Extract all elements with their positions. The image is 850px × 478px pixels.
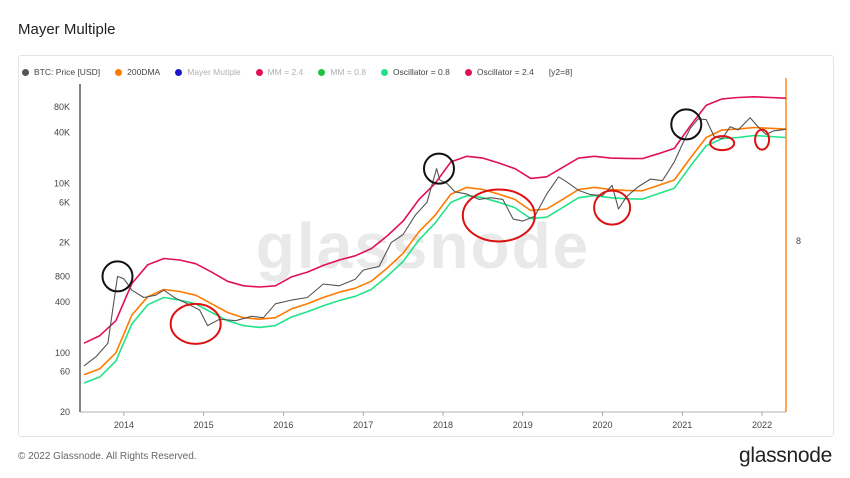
series-line-oscillator-0-8 xyxy=(83,134,787,384)
y-tick-label: 10K xyxy=(54,179,70,189)
y-tick-label: 6K xyxy=(59,197,70,207)
legend-label: 200DMA xyxy=(127,67,161,77)
brand-logo: glassnode xyxy=(738,444,832,467)
x-tick-label: 2022 xyxy=(752,420,772,430)
legend-marker-btc-price xyxy=(22,68,29,76)
x-tick-label: 2020 xyxy=(593,420,613,430)
y-tick-label: 40K xyxy=(54,128,70,138)
legend-marker-mm-0-8 xyxy=(318,68,326,76)
legend-item-mayer-multiple[interactable]: Mayer Mutiple xyxy=(175,67,241,77)
legend-marker-mayer-multiple xyxy=(175,68,183,76)
x-tick-label: 2017 xyxy=(353,420,373,430)
x-tick-label: 2018 xyxy=(433,420,453,430)
legend-item-btc-price[interactable]: BTC: Price [USD] xyxy=(22,67,100,77)
annotation-ellipse xyxy=(754,128,771,151)
legend-marker-oscillator-0-8 xyxy=(380,68,388,76)
y-tick-label: 60 xyxy=(60,367,70,377)
annotation-circle xyxy=(670,108,703,141)
y-tick-label: 100 xyxy=(55,348,70,358)
legend-item-200dma[interactable]: 200DMA xyxy=(115,67,160,77)
legend-item-mm-0-8[interactable]: MM = 0.8 xyxy=(318,67,366,77)
annotation-circle xyxy=(422,152,455,185)
y-tick-label: 800 xyxy=(55,271,70,281)
annotation-circle xyxy=(101,260,134,293)
y2-tick-label: 8 xyxy=(796,236,801,246)
legend-item-oscillator-2-4[interactable]: Oscillator = 2.4 xyxy=(464,67,534,77)
x-tick-label: 2016 xyxy=(273,420,293,430)
legend-item-y2-scale[interactable]: [y2=8] xyxy=(549,67,572,77)
legend-marker-mm-2-4 xyxy=(255,68,263,76)
legend-item-mm-2-4[interactable]: MM = 2.4 xyxy=(255,67,304,77)
legend-label: Mayer Mutiple xyxy=(187,67,241,77)
legend-label: Oscillator = 2.4 xyxy=(476,67,534,77)
x-tick-label: 2019 xyxy=(513,420,533,430)
legend-label: [y2=8] xyxy=(548,67,573,77)
y-tick-label: 20 xyxy=(60,407,70,417)
annotation-ellipse xyxy=(709,135,736,152)
y-tick-label: 80K xyxy=(54,102,70,112)
annotation-ellipse xyxy=(461,188,536,243)
x-tick-label: 2015 xyxy=(194,420,214,430)
legend-label: MM = 2.4 xyxy=(267,67,304,77)
chart-title: Mayer Multiple xyxy=(18,21,116,38)
legend-item-oscillator-0-8[interactable]: Oscillator = 0.8 xyxy=(380,67,450,77)
copyright-text: © 2022 Glassnode. All Rights Reserved. xyxy=(18,451,197,462)
x-tick-label: 2014 xyxy=(114,420,134,430)
y-tick-label: 2K xyxy=(59,238,70,248)
y-tick-label: 400 xyxy=(55,297,70,307)
series-line-200dma xyxy=(83,126,787,376)
annotation-ellipse xyxy=(593,189,632,226)
annotation-ellipse xyxy=(169,302,222,345)
legend-label: Oscillator = 0.8 xyxy=(392,67,450,77)
legend-label: MM = 0.8 xyxy=(330,67,366,77)
chart-legend: BTC: Price [USD] 200DMA Mayer Mutiple MM… xyxy=(22,65,587,79)
series-line-btc-price-usd- xyxy=(83,117,787,367)
x-tick-label: 2021 xyxy=(672,420,692,430)
legend-marker-oscillator-2-4 xyxy=(464,68,472,76)
watermark-text: glassnode xyxy=(256,210,591,282)
legend-marker-200dma xyxy=(115,68,123,76)
legend-label: BTC: Price [USD] xyxy=(34,67,101,77)
